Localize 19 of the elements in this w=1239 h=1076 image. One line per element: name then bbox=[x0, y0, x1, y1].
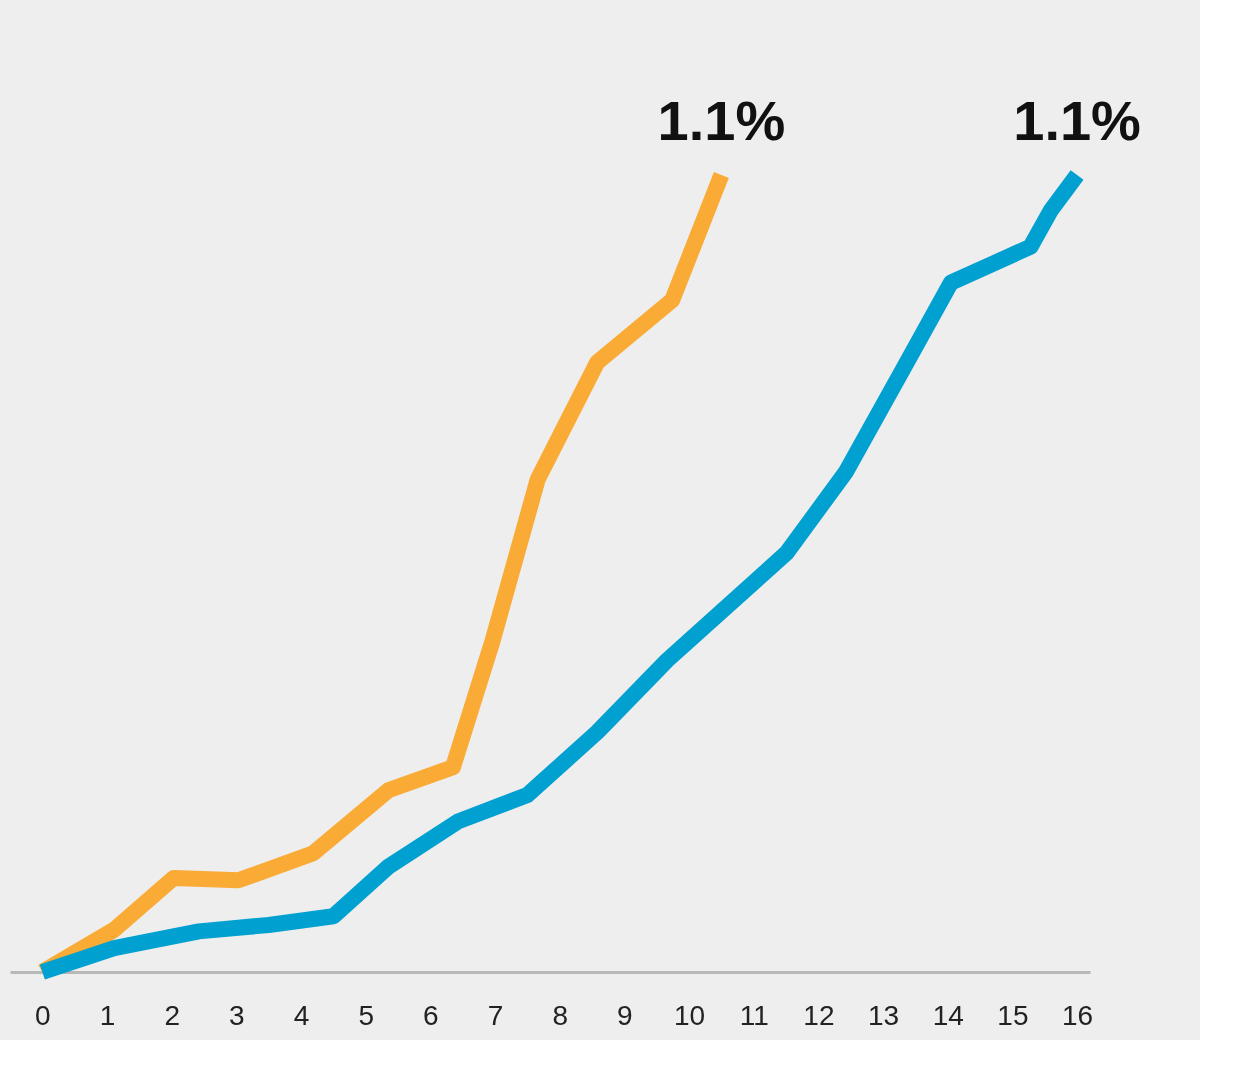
x-tick-label: 13 bbox=[867, 999, 900, 1031]
x-tick-label: 3 bbox=[229, 999, 245, 1031]
x-tick-label: 1 bbox=[99, 999, 116, 1031]
x-tick-label: 5 bbox=[358, 999, 374, 1031]
x-tick-label: 0 bbox=[35, 999, 51, 1031]
x-tick-label: 9 bbox=[617, 999, 633, 1031]
x-tick-label: 14 bbox=[932, 999, 964, 1031]
x-tick-label: 4 bbox=[293, 999, 310, 1031]
x-tick-label: 15 bbox=[997, 999, 1029, 1031]
annotation: 1.1% bbox=[1013, 89, 1141, 152]
x-tick-label: 10 bbox=[673, 999, 706, 1031]
x-tick-label: 8 bbox=[552, 999, 568, 1031]
x-tick-label: 16 bbox=[1061, 999, 1094, 1031]
x-tick-label: 7 bbox=[487, 999, 504, 1031]
x-tick-label: 2 bbox=[164, 999, 180, 1031]
x-tick-label: 11 bbox=[739, 999, 769, 1031]
x-tick-label: 6 bbox=[423, 999, 439, 1031]
annotation: 1.1% bbox=[657, 89, 786, 152]
x-tick-label: 12 bbox=[803, 999, 835, 1031]
